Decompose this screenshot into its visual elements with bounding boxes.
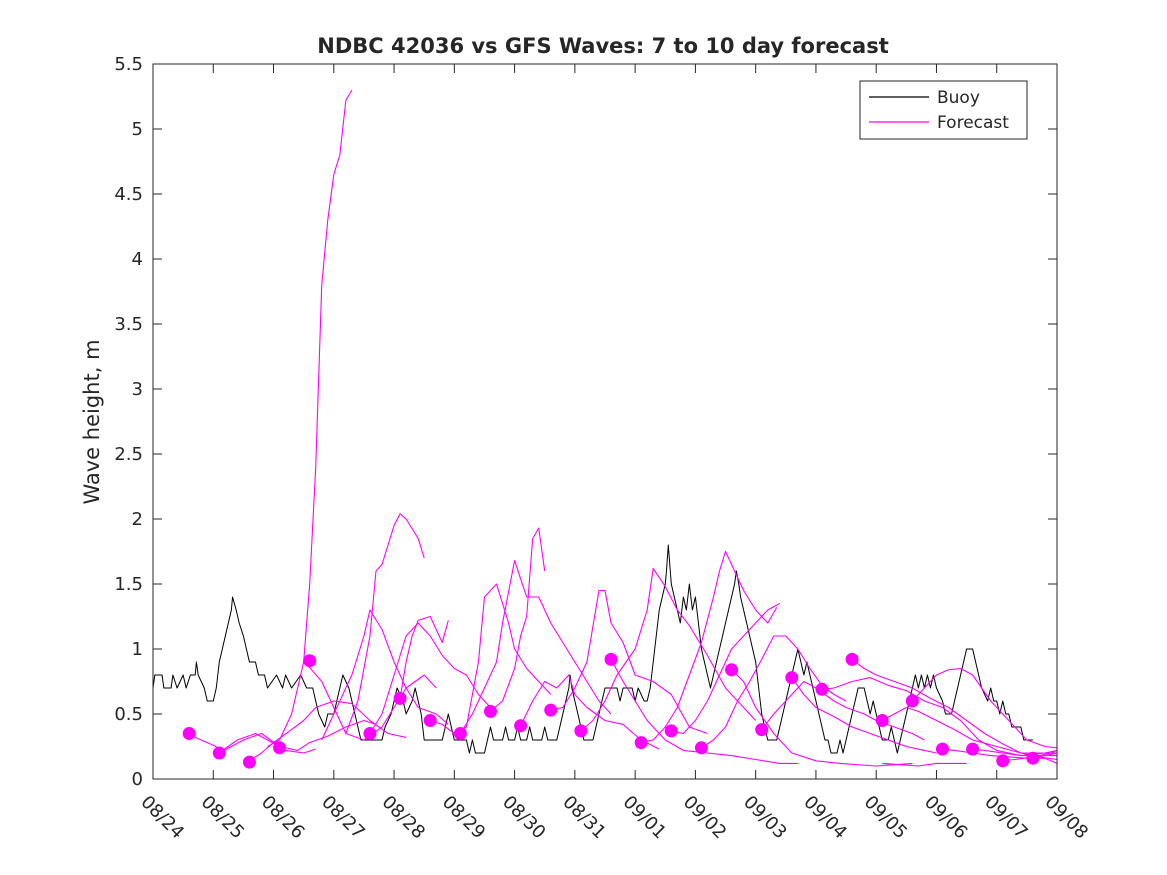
forecast-marker-4 [273,741,287,755]
forecast-marker-11 [514,719,528,733]
forecast-line-20 [731,669,913,767]
forecast-line-7 [345,513,425,734]
y-tick-label: 1.5 [114,574,143,595]
forecast-marker-26 [966,742,980,756]
forecast-marker-14 [604,652,618,666]
forecast-marker-2 [212,746,226,760]
forecast-marker-7 [393,691,407,705]
forecast-marker-17 [694,741,708,755]
forecast-line-22 [791,677,937,754]
forecast-marker-24 [905,694,919,708]
legend-forecast-label: Forecast [937,113,1009,133]
plot-marks [153,89,1057,769]
y-tick-label: 3.5 [114,314,143,335]
forecast-line-4 [267,89,353,747]
forecast-marker-12 [544,703,558,717]
forecast-line-18 [671,603,781,735]
forecast-marker-23 [875,714,889,727]
forecast-marker-6 [363,727,377,740]
forecast-marker-5 [303,654,317,668]
forecast-line-17 [641,550,778,744]
forecast-marker-9 [453,727,467,740]
forecast-line-21 [761,680,925,741]
y-axis-label: Wave height, m [80,339,104,504]
forecast-marker-20 [785,671,799,685]
y-tick-label: 5 [132,119,143,140]
y-tick-label: 4.5 [114,184,143,205]
y-tick-label: 1 [132,639,143,660]
forecast-line-28 [972,748,1057,757]
forecast-line-11 [459,560,612,734]
forecast-line-1 [185,732,316,754]
forecast-line-12 [490,527,546,712]
forecast-marker-8 [423,714,437,727]
y-tick-label: 0 [132,769,143,790]
axes-box [152,63,1058,780]
forecast-line-15 [580,567,757,732]
forecast-marker-22 [845,652,859,666]
plot-area [153,89,1057,769]
y-tick-label: 2.5 [114,444,143,465]
forecast-marker-16 [664,724,678,738]
forecast-line-6 [321,609,449,741]
forecast-marker-18 [725,663,739,677]
forecast-line-8 [369,622,491,734]
y-tick-label: 5.5 [114,54,143,75]
forecast-line-25 [881,706,1057,754]
forecast-marker-25 [935,742,949,756]
y-tick-label: 4 [132,249,143,270]
forecast-line-31 [882,762,967,767]
forecast-marker-15 [634,736,648,750]
forecast-line-16 [610,659,798,764]
forecast-marker-10 [483,704,497,718]
forecast-line-10 [430,583,552,735]
forecast-marker-1 [182,727,196,740]
forecast-marker-19 [755,723,769,737]
y-tick-label: 0.5 [114,704,143,725]
forecast-marker-21 [815,682,829,696]
forecast-line-3 [249,700,407,762]
y-tick-label: 3 [132,379,143,400]
y-tick-label: 2 [132,509,143,530]
forecast-line-9 [399,615,449,699]
forecast-line-13 [520,674,660,750]
forecast-marker-3 [242,755,256,769]
forecast-marker-28 [1026,751,1040,765]
chart-title: NDBC 42036 vs GFS Waves: 7 to 10 day for… [317,34,888,58]
buoy-line [153,544,1033,754]
forecast-marker-27 [996,754,1010,768]
legend-box [859,80,1028,140]
legend: Buoy Forecast [859,80,1028,140]
forecast-marker-13 [574,724,588,738]
forecast-line-26 [911,667,1057,749]
forecast-line-2 [219,719,377,754]
forecast-line-14 [550,589,708,735]
legend-buoy-label: Buoy [937,88,980,108]
